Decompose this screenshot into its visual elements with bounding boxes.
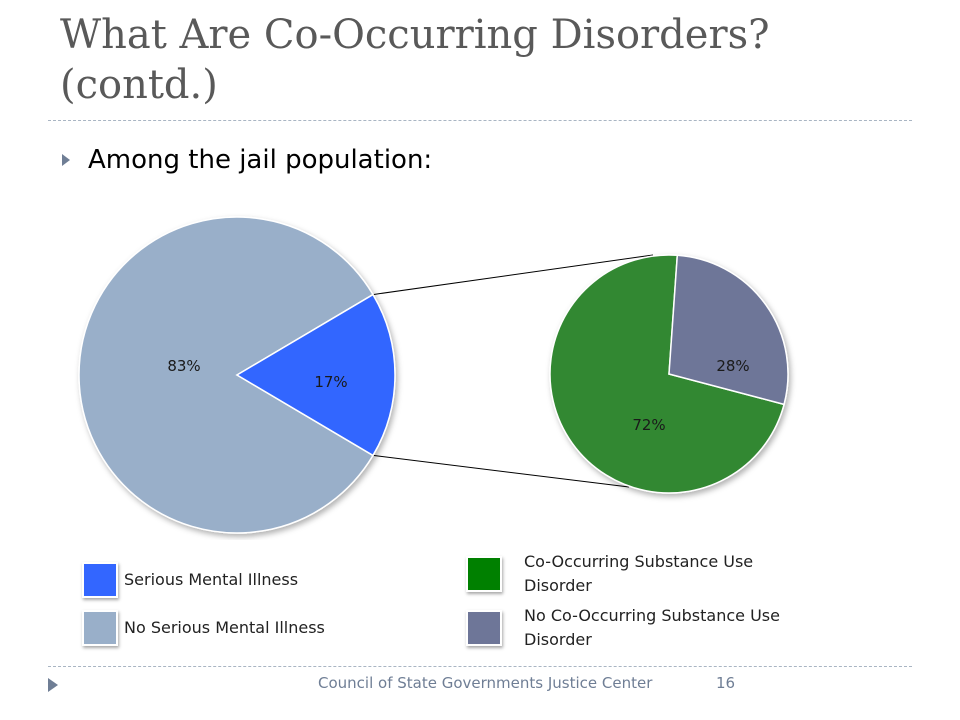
page-number: 16 — [716, 674, 736, 692]
footer-divider — [48, 666, 912, 667]
legend-swatch — [466, 556, 502, 592]
main-pie — [78, 216, 396, 534]
legend-label: No Serious Mental Illness — [124, 618, 325, 637]
legend-item-no-serious-mental-illness: No Serious Mental Illness — [82, 610, 325, 646]
legend-swatch — [82, 562, 118, 598]
legend-label: Serious Mental Illness — [124, 570, 299, 589]
legend-item-no-co-occurring-sud: No Co-Occurring Substance Use Disorder — [466, 604, 794, 652]
legend-label: No Co-Occurring Substance Use Disorder — [524, 606, 780, 649]
pie-slice-serious-mental-illness — [235, 293, 396, 457]
footer-text: Council of State Governments Justice Cen… — [318, 674, 653, 692]
triangle-marker-icon — [48, 678, 58, 692]
data-label-17: 17% — [314, 373, 347, 391]
data-label-72: 72% — [632, 416, 665, 434]
pie-of-pie-chart: 83% 17% 72% 28% — [78, 216, 789, 534]
bullet-point: Among the jail population: — [62, 143, 462, 177]
legend-item-serious-mental-illness: Serious Mental Illness — [82, 562, 298, 598]
secondary-pie — [549, 254, 789, 494]
pie-slice-no-co-occurring-sud — [668, 254, 789, 406]
pie-slice-co-occurring-sud — [549, 254, 785, 494]
data-label-83: 83% — [167, 357, 200, 375]
slide-title: What Are Co-Occurring Disorders? (contd.… — [60, 10, 920, 110]
connector-line-top — [372, 254, 654, 296]
connector-lines — [372, 254, 654, 488]
triangle-bullet-icon — [62, 154, 70, 166]
legend-swatch — [82, 610, 118, 646]
data-label-28: 28% — [716, 357, 749, 375]
bullet-text: Among the jail population: — [88, 145, 433, 175]
connector-line-bottom — [372, 454, 630, 488]
title-line-2: (contd.) — [60, 62, 218, 108]
pie-slice-no-serious-mental-illness — [78, 216, 375, 534]
legend-item-co-occurring-sud: Co-Occurring Substance Use Disorder — [466, 550, 794, 598]
footer: Council of State Governments Justice Cen… — [0, 672, 960, 696]
data-labels: 83% 17% 72% 28% — [167, 357, 749, 434]
title-divider — [48, 120, 912, 121]
legend-label: Co-Occurring Substance Use Disorder — [524, 552, 754, 595]
title-line-1: What Are Co-Occurring Disorders? — [60, 12, 770, 58]
legend-swatch — [466, 610, 502, 646]
